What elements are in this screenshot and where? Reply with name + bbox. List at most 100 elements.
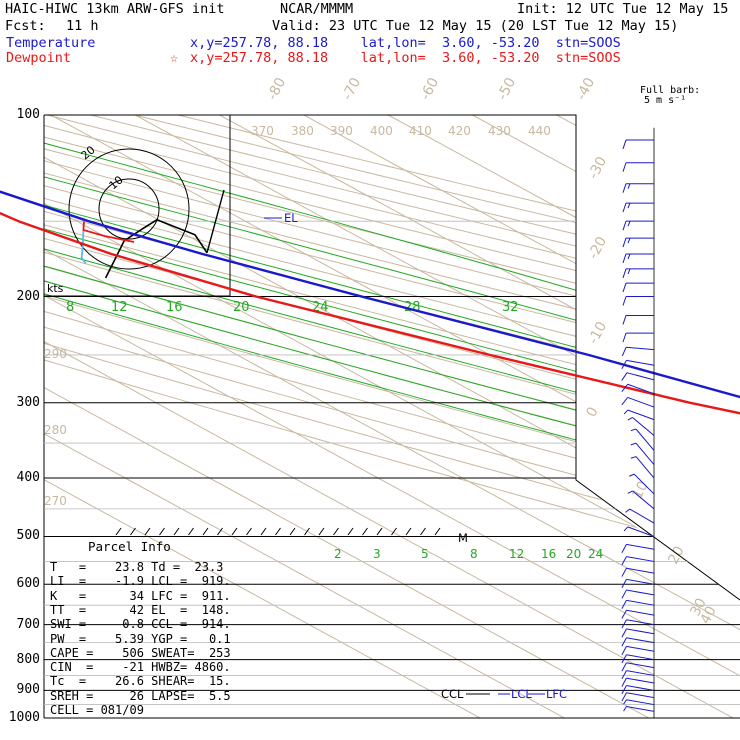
barb-flag [622, 162, 627, 172]
moist-adiabat [44, 115, 740, 718]
level-tick [289, 527, 296, 536]
isotherm [44, 115, 740, 718]
barb-flag [621, 589, 627, 599]
hodograph-trace [82, 221, 135, 243]
wind-barb [622, 314, 654, 325]
barb-shaft [626, 670, 655, 676]
temperature-legend: Temperature [6, 35, 96, 51]
isotherm-label: 30 [687, 596, 709, 619]
barb-flag [621, 609, 627, 619]
wind-barb [621, 654, 655, 664]
barb-flag [621, 347, 627, 357]
level-tick [188, 527, 194, 536]
barb-note-2: 5 m s⁻¹ [644, 95, 687, 106]
barb-shaft [627, 396, 655, 408]
dry-adiabat [44, 115, 740, 718]
mixing-ratio-label: 2 [334, 547, 342, 561]
isotherm-label: -40 [573, 75, 598, 103]
hodograph-trace [80, 229, 87, 265]
moist-adiabat [44, 115, 740, 718]
barb-shaft [627, 383, 655, 395]
wind-barb [621, 685, 655, 695]
level-tick [304, 527, 310, 536]
wind-barb [621, 556, 655, 566]
barb-flag [621, 628, 627, 638]
wind-barb [621, 359, 655, 369]
wind-barb [622, 296, 654, 306]
barb-shaft [635, 456, 655, 479]
barb-shaft [626, 589, 655, 596]
barb-shaft [626, 662, 655, 669]
isotherm [44, 115, 740, 718]
pressure-label: 500 [16, 528, 40, 544]
isotherm [303, 115, 740, 718]
barb-shaft [626, 372, 655, 381]
level-tick [260, 527, 267, 536]
isotherm [44, 115, 504, 718]
parcel-row: CELL = 081/09 [50, 703, 144, 717]
pressure-label: 200 [16, 288, 40, 304]
barb-shaft [626, 685, 655, 691]
barb-shaft [626, 567, 655, 574]
pressure-label: 900 [16, 682, 40, 698]
level-tick [376, 527, 383, 536]
wind-barb [622, 332, 654, 343]
wind-barb [621, 396, 655, 408]
moist-adiabat [44, 115, 740, 718]
dry-adiabat-label: 290 [44, 347, 67, 361]
dry-adiabat-label: 270 [44, 494, 67, 508]
parcel-row: Tc = 26.6 SHEAR= 15. [50, 674, 231, 689]
hodograph-ring-label: 10 [107, 173, 126, 192]
barb-flag [621, 692, 627, 702]
wind-barb [622, 162, 654, 172]
level-tick [173, 527, 180, 536]
pressure-label: 700 [16, 616, 40, 632]
barb-flag [621, 654, 627, 664]
isotherm [640, 115, 740, 718]
mixing-ratio-label: 12 [509, 547, 524, 561]
wind-barb [622, 202, 654, 213]
mixing-ratio-label: 3 [373, 547, 381, 561]
parcel-row: T = 23.8 Td = 23.3 [50, 560, 224, 574]
isotherm-label: 0 [583, 404, 601, 419]
barb-flag [621, 360, 627, 369]
barb-flag [621, 567, 627, 577]
dry-adiabat-label: 440 [528, 124, 551, 138]
wind-barb [630, 456, 655, 479]
level-tick [347, 527, 354, 536]
level-tick [434, 527, 441, 536]
isotherm [44, 115, 673, 718]
isotherm-label: 20 [665, 544, 687, 567]
level-tick [130, 527, 136, 536]
moist-adiabat-label: 32 [502, 300, 519, 315]
wind-barb [630, 442, 655, 465]
barb-flag [621, 677, 627, 687]
barb-half [627, 202, 631, 209]
barb-flag [621, 637, 627, 647]
level-tick [333, 527, 339, 536]
level-tick [318, 527, 325, 536]
barb-flag [621, 670, 627, 680]
wind-barb [621, 372, 655, 381]
barb-flag [621, 556, 627, 566]
dry-adiabat-label: 410 [409, 124, 432, 138]
mixing-ratio-label: 5 [421, 547, 429, 561]
isotherm-label: -30 [585, 154, 610, 182]
wind-barb [622, 253, 654, 264]
dry-adiabat-label: 380 [291, 124, 314, 138]
barb-note-1: Full barb: [640, 85, 701, 96]
model-title: HAIC-HIWC 13km ARW-GFS init [5, 1, 225, 17]
level-tick [405, 527, 412, 536]
barb-half [630, 442, 637, 446]
moist-adiabat [44, 115, 740, 718]
wind-barb [622, 237, 654, 248]
wind-barb [621, 628, 655, 638]
barb-shaft [626, 654, 655, 661]
dry-adiabat [178, 115, 740, 718]
barb-half [623, 526, 629, 532]
barb-half [623, 409, 629, 415]
barb-flag [621, 397, 629, 406]
wind-barb [627, 490, 655, 510]
barb-flag [621, 619, 627, 629]
dry-adiabat [44, 115, 740, 718]
